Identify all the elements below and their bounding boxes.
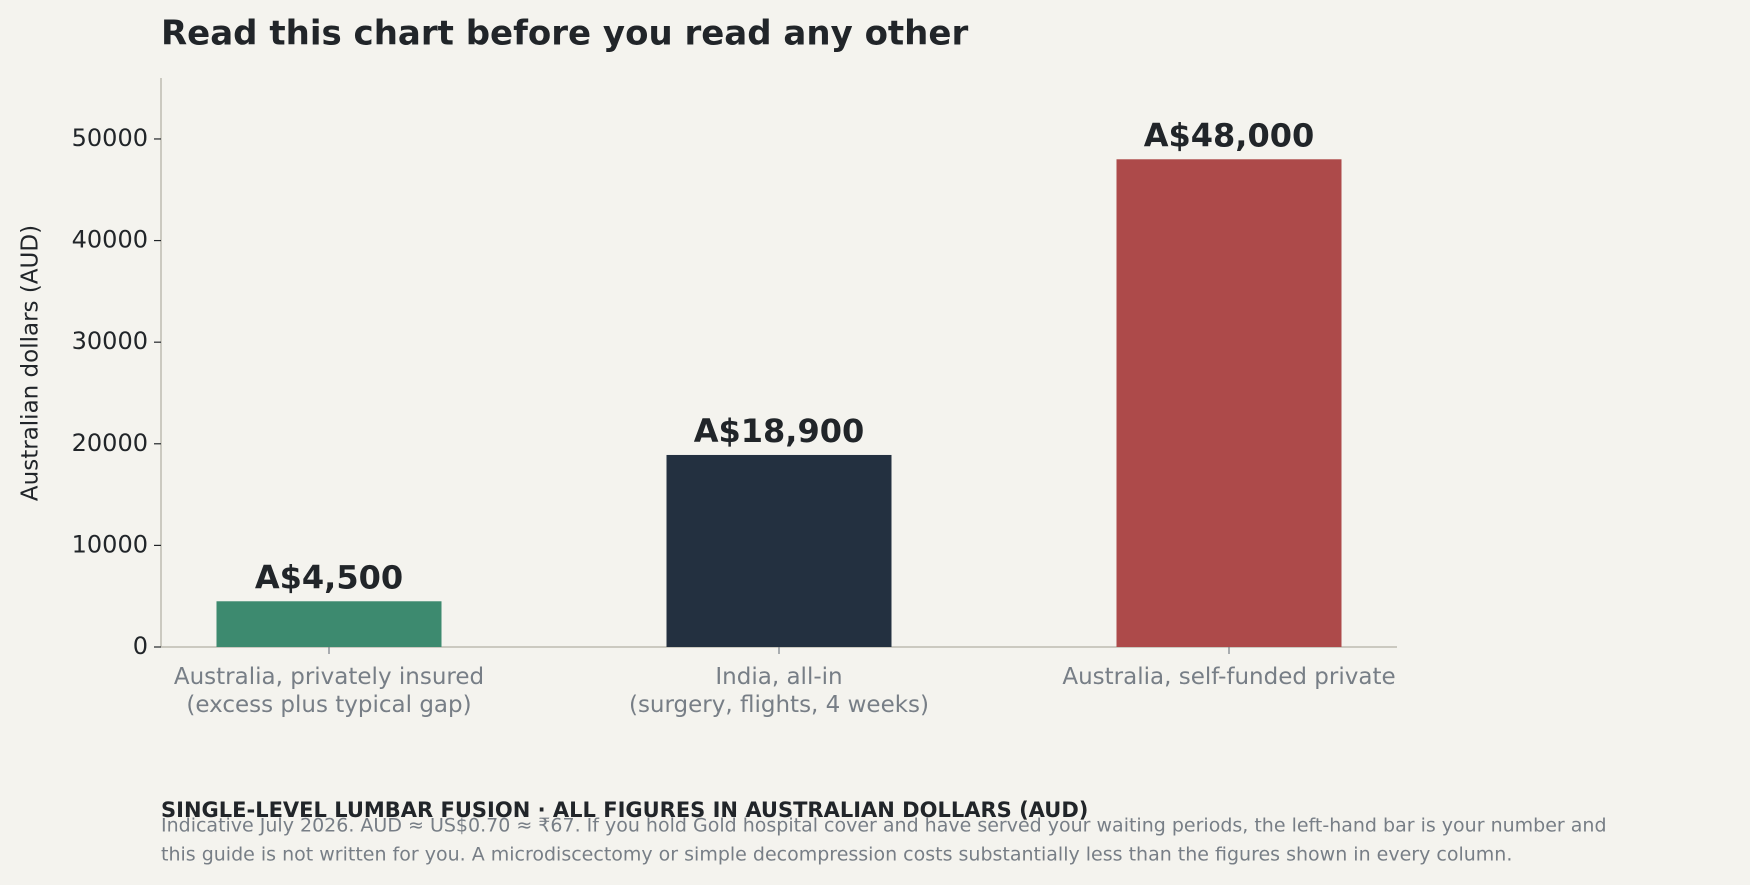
footnote: this guide is not written for you. A mic… — [161, 844, 1512, 866]
bar — [666, 454, 892, 647]
x-tick-label-line: Australia, self-funded private — [1062, 664, 1395, 690]
chart-title: Read this chart before you read any othe… — [161, 14, 968, 54]
caption: SINGLE-LEVEL LUMBAR FUSION · ALL FIGURES… — [161, 798, 1088, 822]
y-tick-label: 20000 — [72, 429, 148, 457]
value-label: A$4,500 — [255, 558, 403, 596]
y-axis-label: Australian dollars (AUD) — [18, 225, 44, 501]
footnote: Indicative July 2026. AUD ≈ US$0.70 ≈ ₹6… — [161, 815, 1607, 837]
y-tick-label: 40000 — [72, 226, 148, 254]
value-label: A$18,900 — [694, 412, 865, 450]
y-tick-label: 10000 — [72, 530, 148, 558]
y-tick-label: 50000 — [72, 124, 148, 152]
bar — [1116, 159, 1342, 648]
value-label: A$48,000 — [1144, 116, 1315, 154]
y-tick-label: 30000 — [72, 327, 148, 355]
x-tick-label-line: (surgery, flights, 4 weeks) — [629, 692, 929, 718]
bar — [216, 601, 442, 647]
x-tick-label: India, all-in (surgery, flights, 4 weeks) — [629, 664, 929, 718]
x-tick-label-line: (excess plus typical gap) — [186, 692, 471, 718]
x-tick-label-line: India, all-in — [715, 664, 842, 690]
x-tick-label-line: Australia, privately insured — [174, 664, 484, 690]
x-tick-label: Australia, self-funded private — [1062, 664, 1395, 690]
x-tick-label: Australia, privately insured (excess plus… — [174, 664, 484, 718]
y-tick-label: 0 — [133, 632, 148, 660]
